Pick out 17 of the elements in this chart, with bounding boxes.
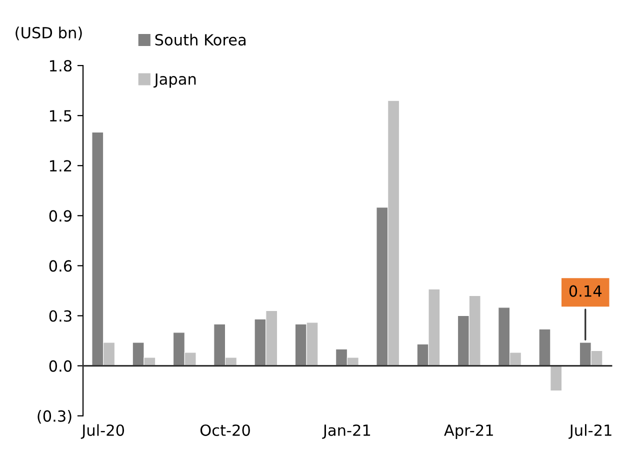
y-tick-label: (0.3) [38,410,72,424]
x-tick-label: Jan-21 [322,424,370,439]
y-tick-label: 0.0 [49,360,72,372]
y-tick-label: 0.9 [49,210,72,222]
annotation: 0.14 [569,285,602,297]
x-tick-label: Jul-21 [568,424,612,439]
legend-label: Japan [154,73,196,88]
y-tick-label: 0.6 [49,260,72,272]
x-tick-label: Jul-20 [80,424,124,439]
y-axis-title: (USD bn) [16,26,82,40]
y-tick-label: 1.8 [50,60,72,72]
x-tick-label: Oct-20 [200,424,250,436]
y-tick-label: 1.5 [50,110,72,122]
x-tick-label: Apr-21 [444,424,493,439]
y-tick-label: 1.2 [50,160,72,172]
legend-label: South Korea [155,34,246,46]
y-tick-label: 0.3 [49,310,72,322]
